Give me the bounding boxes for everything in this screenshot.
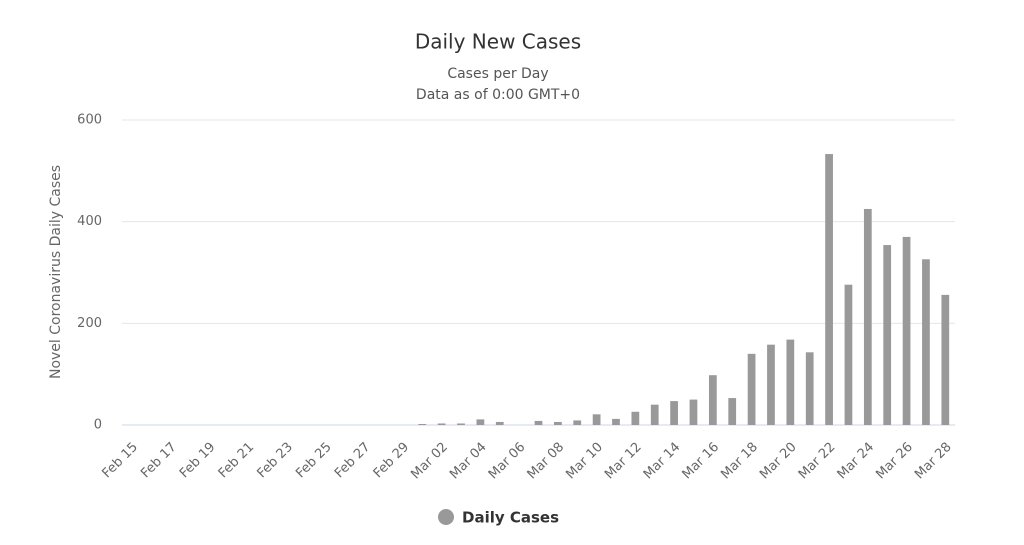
x-tick-label: Feb 15	[99, 440, 141, 482]
bar	[805, 352, 814, 425]
bar	[844, 284, 853, 425]
x-tick-label: Feb 23	[254, 440, 296, 482]
bar	[495, 421, 504, 425]
y-tick-label: 200	[77, 316, 102, 331]
x-tick-label: Feb 17	[138, 440, 180, 482]
bar	[728, 398, 737, 425]
bar	[670, 401, 678, 425]
bar	[592, 414, 601, 425]
x-tick-label: Mar 20	[757, 440, 800, 483]
bar	[650, 404, 659, 425]
y-tick-label: 600	[77, 113, 102, 128]
bar	[631, 411, 640, 425]
chart-subtitle: Data as of 0:00 GMT+0	[416, 87, 580, 103]
chart-title: Daily New Cases	[415, 30, 581, 54]
y-tick-label: 0	[94, 418, 102, 433]
bar	[863, 208, 872, 425]
chart-subtitle: Cases per Day	[447, 66, 548, 82]
bar	[612, 418, 620, 425]
x-tick-label: Mar 02	[408, 440, 451, 483]
y-tick-label: 400	[77, 214, 102, 229]
bar	[553, 421, 562, 425]
legend-label: Daily Cases	[462, 509, 559, 527]
bar	[708, 375, 717, 425]
x-tick-label: Feb 19	[177, 440, 219, 482]
bar	[883, 245, 892, 425]
bar	[786, 339, 795, 425]
x-tick-label: Mar 06	[486, 440, 529, 483]
bar	[941, 294, 950, 425]
bar	[437, 423, 446, 425]
x-tick-label: Mar 26	[873, 440, 916, 483]
x-tick-label: Mar 18	[718, 440, 761, 483]
bar	[689, 399, 698, 425]
bar	[922, 259, 930, 425]
bar	[457, 423, 465, 425]
bar	[476, 419, 485, 425]
bar	[747, 353, 756, 425]
x-tick-label: Mar 14	[641, 440, 684, 483]
x-tick-label: Mar 28	[912, 440, 955, 483]
bar	[767, 344, 775, 425]
bar	[573, 420, 582, 425]
x-tick-label: Feb 29	[371, 440, 413, 482]
legend-marker	[438, 509, 454, 525]
bar	[825, 154, 833, 425]
y-axis-title: Novel Coronavirus Daily Cases	[48, 165, 64, 379]
bar	[902, 236, 911, 425]
x-tick-label: Mar 04	[447, 440, 490, 483]
x-tick-label: Mar 24	[835, 440, 878, 483]
x-tick-label: Mar 16	[680, 440, 723, 483]
x-tick-label: Feb 27	[332, 440, 374, 482]
x-tick-label: Mar 10	[563, 440, 606, 483]
bar	[534, 420, 543, 425]
x-tick-label: Mar 08	[525, 440, 568, 483]
x-tick-label: Mar 12	[602, 440, 645, 483]
x-tick-label: Feb 21	[216, 440, 258, 482]
x-tick-label: Feb 25	[293, 440, 335, 482]
bar	[418, 423, 427, 425]
x-tick-label: Mar 22	[796, 440, 839, 483]
